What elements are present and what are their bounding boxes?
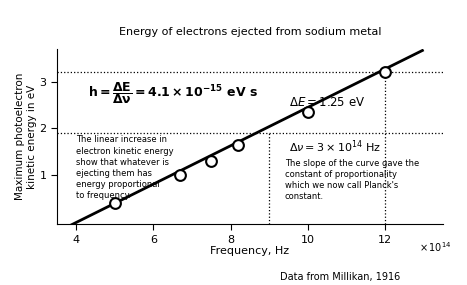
Point [234, 142, 242, 147]
Point [111, 201, 119, 205]
Text: $\mathbf{h = \dfrac{\Delta E}{\Delta\nu} = 4.1 \times 10^{-15}}$ eV s: $\mathbf{h = \dfrac{\Delta E}{\Delta\nu}… [88, 80, 258, 106]
Text: The linear increase in
electron kinetic energy
show that whatever is
ejecting th: The linear increase in electron kinetic … [76, 135, 174, 200]
Text: The slope of the curve gave the
constant of proportionality
which we now call Pl: The slope of the curve gave the constant… [285, 159, 419, 201]
Text: $\Delta\nu = 3 \times 10^{14}$ Hz: $\Delta\nu = 3 \times 10^{14}$ Hz [289, 138, 381, 154]
Point [382, 70, 389, 75]
Point [304, 110, 311, 114]
Text: $\Delta E = 1.25$ eV: $\Delta E = 1.25$ eV [289, 96, 365, 109]
Point [177, 173, 184, 178]
Point [208, 159, 215, 164]
Text: Data from Millikan, 1916: Data from Millikan, 1916 [280, 272, 400, 282]
Text: $\times\,10^{14}$: $\times\,10^{14}$ [419, 241, 452, 255]
Y-axis label: Maximum photoelectron
kinetic energy in eV: Maximum photoelectron kinetic energy in … [15, 73, 36, 200]
X-axis label: Frequency, Hz: Frequency, Hz [210, 246, 290, 256]
Text: Energy of electrons ejected from sodium metal: Energy of electrons ejected from sodium … [119, 27, 381, 37]
